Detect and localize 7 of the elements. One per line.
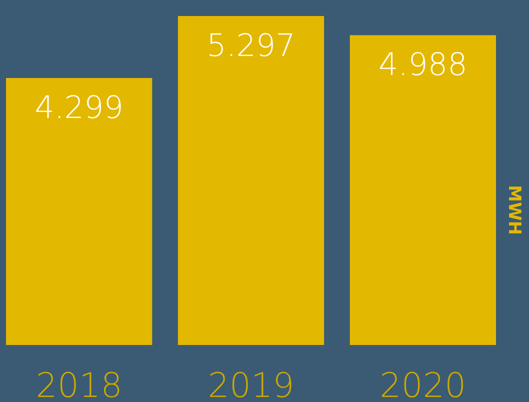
x-tick-label: 2020 — [380, 366, 466, 402]
y-axis-title: MWH — [504, 185, 524, 235]
x-tick-label: 2019 — [208, 366, 294, 402]
x-tick-label: 2018 — [36, 366, 122, 402]
data-label: 4.988 — [378, 47, 468, 84]
data-label: 4.299 — [34, 90, 124, 126]
data-label: 5.297 — [206, 28, 296, 64]
